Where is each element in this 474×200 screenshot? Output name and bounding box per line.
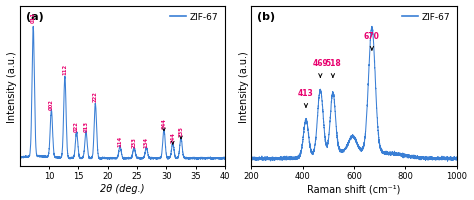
Text: 114: 114	[118, 135, 122, 146]
Text: 518: 518	[325, 59, 341, 68]
Text: 011: 011	[31, 12, 36, 23]
Y-axis label: Intensity (a.u.): Intensity (a.u.)	[238, 51, 248, 122]
Text: 112: 112	[63, 63, 67, 75]
Y-axis label: Intensity (a.u.): Intensity (a.u.)	[7, 51, 17, 122]
Text: 670: 670	[364, 32, 380, 41]
Text: 013: 013	[83, 120, 89, 131]
X-axis label: 2θ (deg.): 2θ (deg.)	[100, 183, 145, 193]
Legend: ZIF-67: ZIF-67	[400, 11, 452, 24]
X-axis label: Raman shift (cm⁻¹): Raman shift (cm⁻¹)	[307, 183, 401, 193]
Text: 134: 134	[144, 137, 149, 148]
Text: (a): (a)	[26, 12, 44, 22]
Text: 413: 413	[298, 89, 314, 98]
Text: 469: 469	[312, 59, 328, 68]
Text: 233: 233	[132, 137, 137, 148]
Text: 244: 244	[170, 131, 175, 142]
Text: 044: 044	[162, 118, 166, 129]
Legend: ZIF-67: ZIF-67	[168, 11, 220, 24]
Text: 022: 022	[74, 121, 79, 131]
Text: (b): (b)	[257, 12, 275, 22]
Text: 002: 002	[49, 99, 54, 110]
Text: 235: 235	[179, 126, 183, 137]
Text: 222: 222	[93, 91, 98, 102]
